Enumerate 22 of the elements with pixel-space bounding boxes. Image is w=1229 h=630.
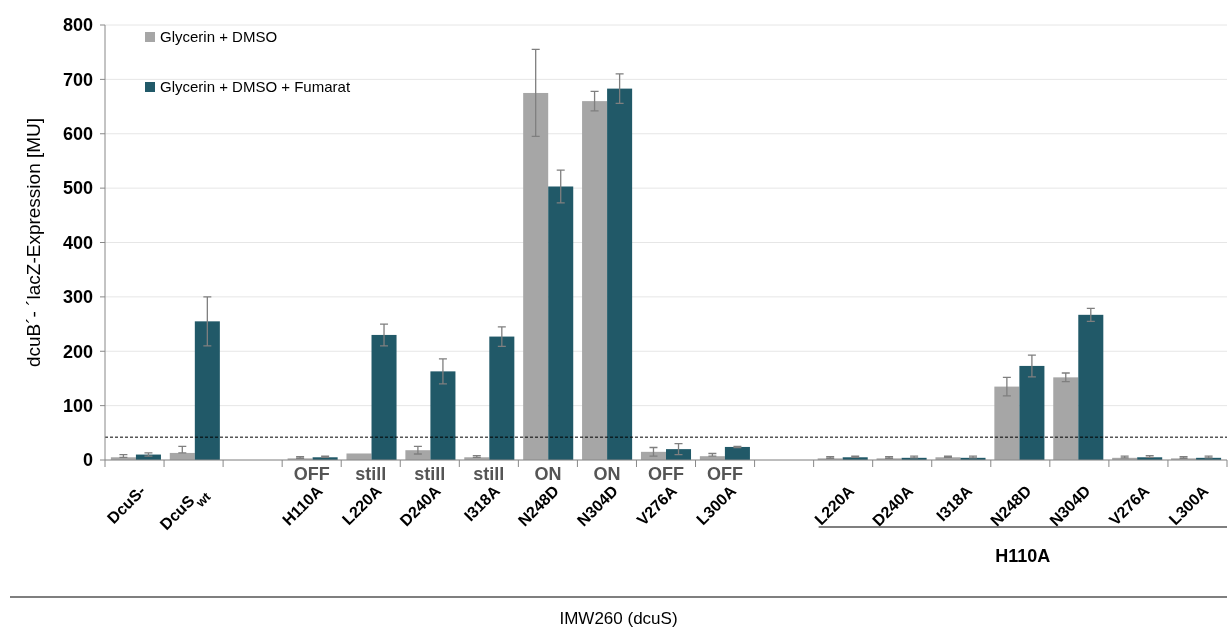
y-tick-label: 600 <box>62 124 93 145</box>
text: IMW260 (dcuS) <box>559 609 678 628</box>
y-tick-label: 700 <box>62 69 93 90</box>
y-axis-title: dcuB´- ´lacZ-Expression [MU] <box>23 117 44 368</box>
annotation: still <box>473 464 505 484</box>
y-tick-label: 0 <box>82 450 93 471</box>
legend-label: Glycerin + DMSO <box>160 28 278 46</box>
annotation: still <box>355 464 387 484</box>
annotation: OFF <box>648 464 684 484</box>
annotation: OFF <box>293 464 330 484</box>
text: H110A <box>995 546 1051 566</box>
y-tick-label: 200 <box>62 341 93 362</box>
y-tick-label: 800 <box>62 15 93 36</box>
y-tick-label: 500 <box>62 178 93 199</box>
annotation: still <box>414 464 446 484</box>
annotation: ON <box>593 464 621 484</box>
y-tick-label: 400 <box>62 232 93 253</box>
annotation: ON <box>534 464 562 484</box>
annotation: OFF <box>707 464 744 484</box>
y-tick-label: 100 <box>62 395 93 416</box>
legend-label: Glycerin + DMSO + Fumarat <box>160 78 351 96</box>
y-tick-label: 300 <box>62 287 93 308</box>
